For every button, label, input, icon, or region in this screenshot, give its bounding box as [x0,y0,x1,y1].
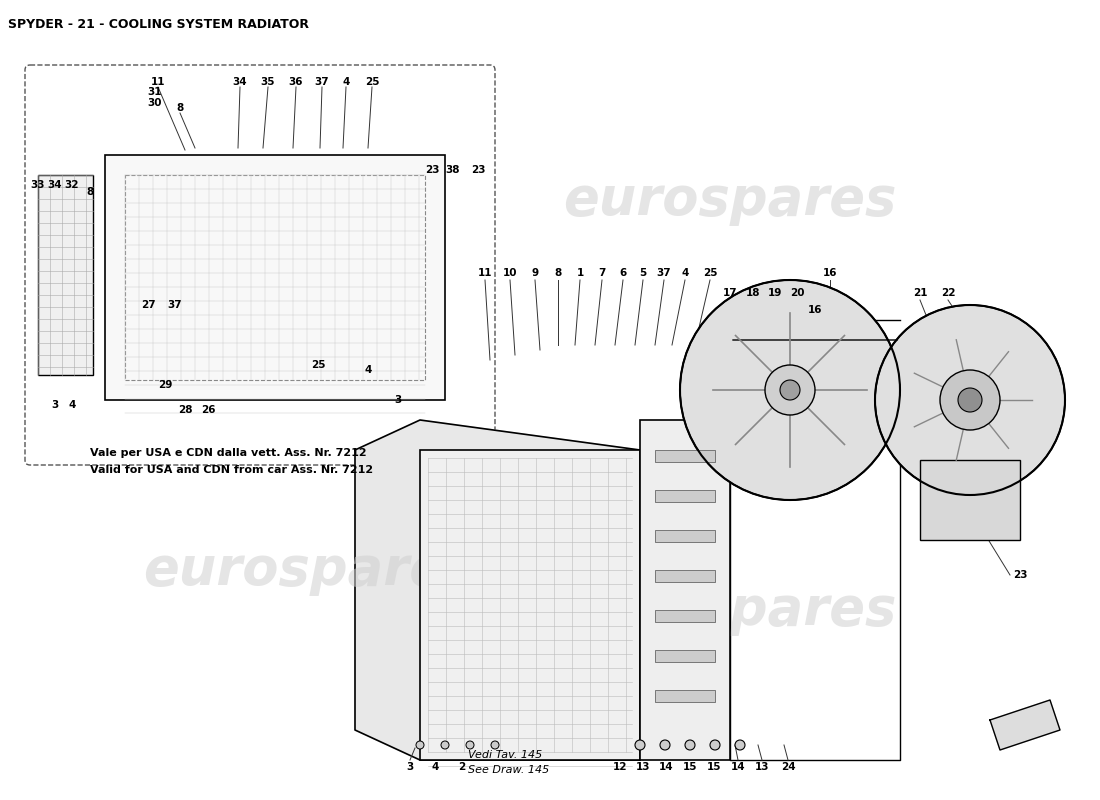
Circle shape [958,388,982,412]
Text: 8: 8 [554,268,562,278]
Text: 11: 11 [151,77,165,87]
Text: Valid for USA and CDN from car Ass. Nr. 7212: Valid for USA and CDN from car Ass. Nr. … [90,465,373,475]
Text: 13: 13 [755,762,769,772]
Text: 22: 22 [940,288,955,298]
Text: 7: 7 [598,268,606,278]
Text: 36: 36 [288,77,304,87]
Circle shape [780,380,800,400]
Text: 18: 18 [746,288,760,298]
Text: 20: 20 [790,288,804,298]
Circle shape [735,740,745,750]
Circle shape [660,740,670,750]
Circle shape [874,305,1065,495]
Circle shape [764,365,815,415]
Text: SPYDER - 21 - COOLING SYSTEM RADIATOR: SPYDER - 21 - COOLING SYSTEM RADIATOR [8,18,309,31]
Text: 23: 23 [1013,570,1027,580]
Bar [654,610,715,622]
Text: 6: 6 [619,268,627,278]
Text: 23: 23 [425,165,439,175]
Text: 4: 4 [364,365,372,375]
Text: 32: 32 [65,180,79,190]
Circle shape [441,741,449,749]
Text: 15: 15 [683,762,697,772]
Text: 30: 30 [147,98,163,108]
Text: 28: 28 [178,405,192,415]
Text: 13: 13 [636,762,650,772]
Text: 1: 1 [576,268,584,278]
Text: Vale per USA e CDN dalla vett. Ass. Nr. 7212: Vale per USA e CDN dalla vett. Ass. Nr. … [90,448,366,458]
Circle shape [940,370,1000,430]
Text: 16: 16 [807,305,823,315]
Text: 4: 4 [681,268,689,278]
Text: eurospares: eurospares [143,544,476,596]
Text: 25: 25 [703,268,717,278]
Text: 38: 38 [446,165,460,175]
Text: 24: 24 [781,762,795,772]
Circle shape [635,740,645,750]
Text: 35: 35 [261,77,275,87]
Text: 14: 14 [659,762,673,772]
Text: 29: 29 [157,380,173,390]
Text: 26: 26 [200,405,216,415]
Text: 9: 9 [531,268,539,278]
Text: 2: 2 [459,762,465,772]
Text: 5: 5 [639,268,647,278]
Text: 14: 14 [730,762,746,772]
Text: 15: 15 [706,762,722,772]
Bar [654,690,715,702]
Polygon shape [355,420,640,760]
Text: 23: 23 [471,165,485,175]
Bar [420,450,640,760]
Text: 16: 16 [823,268,837,278]
Text: 8: 8 [87,187,94,197]
Text: 33: 33 [31,180,45,190]
Text: 37: 37 [657,268,671,278]
Circle shape [416,741,424,749]
Text: 8: 8 [176,103,184,113]
Text: 34: 34 [47,180,63,190]
Text: 4: 4 [431,762,439,772]
Bar [654,570,715,582]
Text: 25: 25 [365,77,380,87]
Text: 25: 25 [310,360,326,370]
Bar [920,460,1020,540]
Circle shape [680,280,900,500]
Text: 21: 21 [913,288,927,298]
Bar [125,175,425,380]
Text: 19: 19 [768,288,782,298]
Circle shape [710,740,720,750]
Bar [654,490,715,502]
Text: 37: 37 [167,300,183,310]
Polygon shape [990,700,1060,750]
Bar [39,175,94,375]
Text: 3: 3 [395,395,402,405]
Text: 37: 37 [315,77,329,87]
Bar [654,450,715,462]
Text: 11: 11 [477,268,493,278]
Text: 17: 17 [723,288,737,298]
Text: 10: 10 [503,268,517,278]
Text: 4: 4 [342,77,350,87]
Text: 3: 3 [52,400,58,410]
Text: See Draw. 145: See Draw. 145 [468,765,549,775]
Text: 12: 12 [613,762,627,772]
Text: Vedi Tav. 145: Vedi Tav. 145 [468,750,542,760]
Text: 31: 31 [147,87,163,97]
Bar [654,530,715,542]
Text: eurospares: eurospares [563,584,896,636]
Text: 4: 4 [68,400,76,410]
Bar [654,650,715,662]
Text: 27: 27 [141,300,155,310]
Bar [104,155,446,400]
Text: 34: 34 [233,77,248,87]
Text: 3: 3 [406,762,414,772]
Circle shape [685,740,695,750]
Text: eurospares: eurospares [563,174,896,226]
Circle shape [466,741,474,749]
Circle shape [491,741,499,749]
Bar [640,420,730,760]
